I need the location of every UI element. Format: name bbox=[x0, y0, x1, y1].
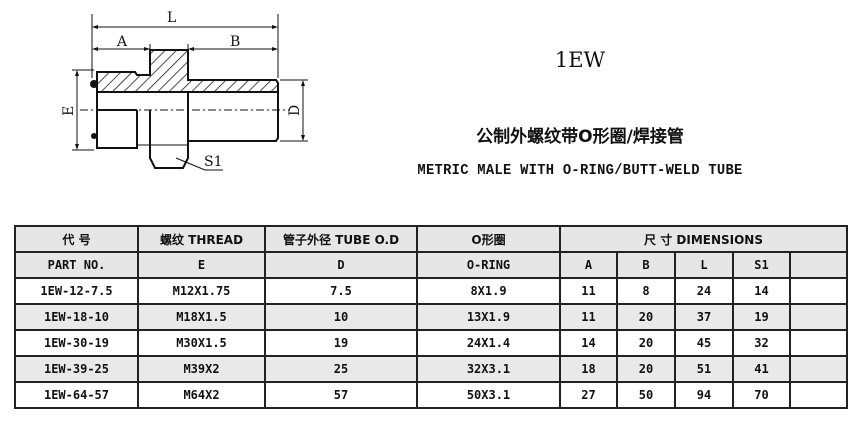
table-row: 1EW-18-10 M18X1.5 10 13X1.9 11 20 37 19 bbox=[14, 303, 849, 331]
cell-b: 50 bbox=[616, 381, 676, 409]
table-row: 1EW-12-7.5 M12X1.75 7.5 8X1.9 11 8 24 14 bbox=[14, 277, 849, 305]
dim-label-l: L bbox=[167, 10, 176, 26]
header-thread: 螺纹 THREAD bbox=[137, 225, 266, 253]
cell-b: 8 bbox=[616, 277, 676, 305]
cell-e: M64X2 bbox=[137, 381, 266, 409]
cell-b: 20 bbox=[616, 355, 676, 383]
dim-label-b: B bbox=[230, 34, 240, 50]
cell-e: M18X1.5 bbox=[137, 303, 266, 331]
cell-d: 57 bbox=[264, 381, 418, 409]
header-a: A bbox=[559, 251, 618, 279]
table-row: 1EW-30-19 M30X1.5 19 24X1.4 14 20 45 32 bbox=[14, 329, 849, 357]
dim-label-s1: S1 bbox=[204, 154, 223, 170]
header-empty bbox=[788, 251, 849, 279]
dim-label-e: E bbox=[61, 106, 77, 116]
cell-d: 25 bbox=[264, 355, 418, 383]
cell-d: 10 bbox=[264, 303, 418, 331]
cell-l: 94 bbox=[674, 381, 734, 409]
header-row-2: PART NO. E D O-RING A B L S1 bbox=[14, 251, 849, 279]
header-part-no: PART NO. bbox=[14, 251, 139, 279]
cell-empty bbox=[788, 277, 849, 305]
cell-empty bbox=[788, 381, 849, 409]
cell-s1: 41 bbox=[732, 355, 791, 383]
header-l: L bbox=[674, 251, 734, 279]
cell-b: 20 bbox=[616, 303, 676, 331]
header-oring: O形圈 bbox=[416, 225, 561, 253]
cell-e: M30X1.5 bbox=[137, 329, 266, 357]
cell-s1: 32 bbox=[732, 329, 791, 357]
cell-d: 7.5 bbox=[264, 277, 418, 305]
cell-empty bbox=[788, 329, 849, 357]
table-row: 1EW-64-57 M64X2 57 50X3.1 27 50 94 70 bbox=[14, 381, 849, 409]
cell-e: M12X1.75 bbox=[137, 277, 266, 305]
cell-d: 19 bbox=[264, 329, 418, 357]
title-chinese: 公制外螺纹带O形圈/焊接管 bbox=[476, 127, 684, 147]
cell-part: 1EW-12-7.5 bbox=[14, 277, 139, 305]
cell-l: 45 bbox=[674, 329, 734, 357]
header-d: D bbox=[264, 251, 418, 279]
cell-a: 11 bbox=[559, 277, 618, 305]
cell-b: 20 bbox=[616, 329, 676, 357]
dim-label-d: D bbox=[287, 105, 303, 116]
cell-a: 18 bbox=[559, 355, 618, 383]
header-row-1: 代 号 螺纹 THREAD 管子外径 TUBE O.D O形圈 尺 寸 DIME… bbox=[14, 225, 849, 253]
header-s1: S1 bbox=[732, 251, 791, 279]
cell-a: 11 bbox=[559, 303, 618, 331]
cell-oring: 13X1.9 bbox=[416, 303, 561, 331]
table-row: 1EW-39-25 M39X2 25 32X3.1 18 20 51 41 bbox=[14, 355, 849, 383]
title-english: METRIC MALE WITH O-RING/BUTT-WELD TUBE bbox=[417, 162, 743, 179]
cell-l: 24 bbox=[674, 277, 734, 305]
cell-part: 1EW-18-10 bbox=[14, 303, 139, 331]
cell-l: 37 bbox=[674, 303, 734, 331]
cell-s1: 19 bbox=[732, 303, 791, 331]
header-b: B bbox=[616, 251, 676, 279]
header-tube: 管子外径 TUBE O.D bbox=[264, 225, 418, 253]
cell-e: M39X2 bbox=[137, 355, 266, 383]
cell-s1: 14 bbox=[732, 277, 791, 305]
cell-l: 51 bbox=[674, 355, 734, 383]
dimensions-table: 代 号 螺纹 THREAD 管子外径 TUBE O.D O形圈 尺 寸 DIME… bbox=[14, 225, 849, 409]
fitting-drawing: L A B E D S1 bbox=[61, 10, 308, 171]
cell-oring: 24X1.4 bbox=[416, 329, 561, 357]
dim-label-a: A bbox=[116, 34, 128, 50]
cell-a: 14 bbox=[559, 329, 618, 357]
header-o-ring: O-RING bbox=[416, 251, 561, 279]
cell-part: 1EW-30-19 bbox=[14, 329, 139, 357]
header-e: E bbox=[137, 251, 266, 279]
header-dimensions: 尺 寸 DIMENSIONS bbox=[558, 225, 849, 253]
cell-part: 1EW-39-25 bbox=[14, 355, 139, 383]
header-part: 代 号 bbox=[14, 225, 139, 253]
cell-oring: 8X1.9 bbox=[416, 277, 561, 305]
cell-s1: 70 bbox=[732, 381, 791, 409]
model-code: 1EW bbox=[554, 48, 606, 72]
cell-empty bbox=[788, 355, 849, 383]
cell-part: 1EW-64-57 bbox=[14, 381, 139, 409]
cell-oring: 32X3.1 bbox=[416, 355, 561, 383]
cell-oring: 50X3.1 bbox=[416, 381, 561, 409]
cell-empty bbox=[788, 303, 849, 331]
cell-a: 27 bbox=[559, 381, 618, 409]
